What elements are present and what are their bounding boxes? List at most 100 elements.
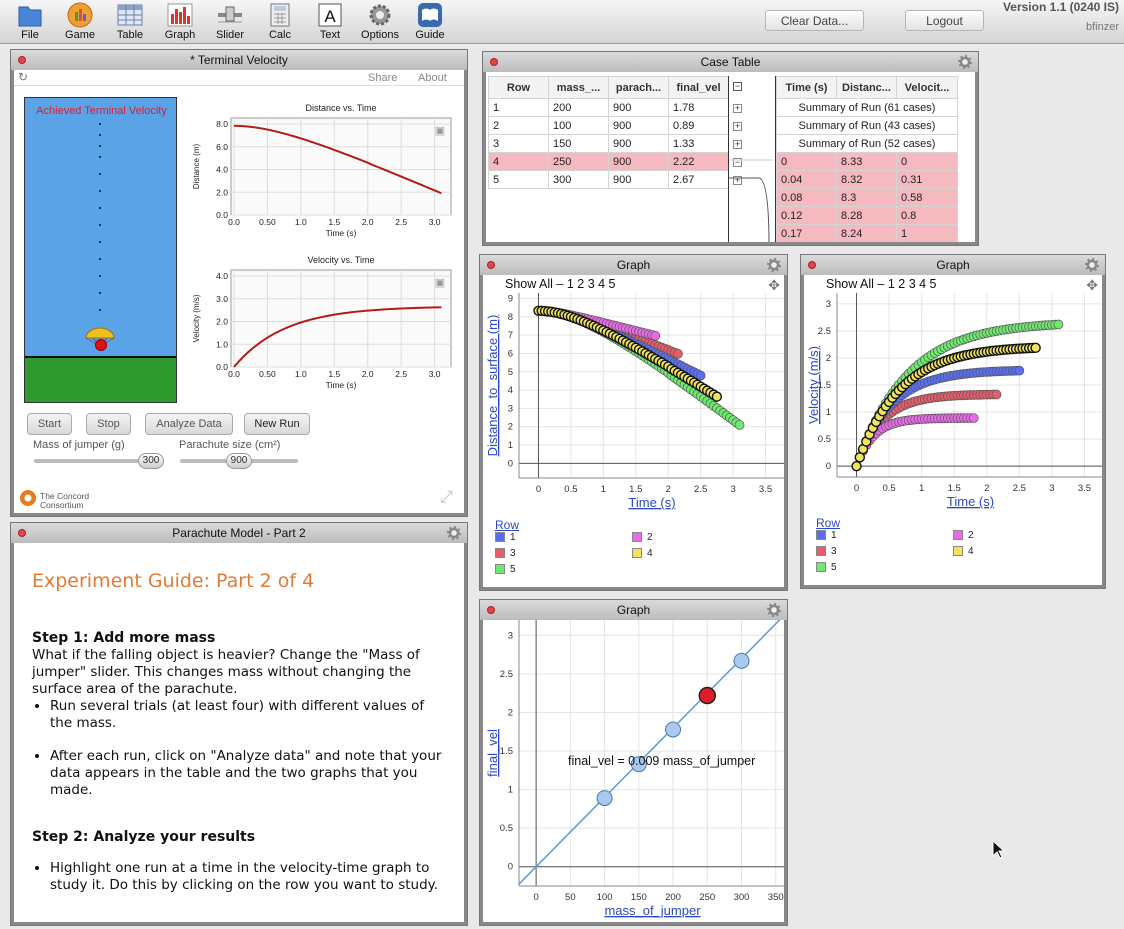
legend-title[interactable]: Row xyxy=(816,516,841,530)
clear-data-button[interactable]: Clear Data... xyxy=(765,10,864,31)
toolbar-file[interactable]: File xyxy=(5,2,55,42)
user-name: bfinzer xyxy=(1085,21,1119,33)
toolbar-guide[interactable]: Guide xyxy=(405,2,455,42)
collapse-all-icon[interactable]: − xyxy=(733,81,742,91)
new-run-button[interactable]: New Run xyxy=(244,413,310,435)
mass-slider-thumb[interactable]: 300 xyxy=(138,453,164,469)
step2-title: Step 2: Analyze your results xyxy=(32,829,256,845)
velocity-scatter-plot[interactable]: 0 0.5 1 1.5 2 2.5 3 3.5 0 0.5 1 1.5 2 2.5 3 Time (s) Vel… xyxy=(804,293,1102,511)
table-row[interactable]: 0 8.33 0 xyxy=(776,152,958,171)
toolbar-text[interactable]: A Text xyxy=(305,2,355,42)
table-row[interactable]: 5 300 900 2.67 xyxy=(488,170,729,189)
col-header-final-vel[interactable]: final_vel xyxy=(668,76,729,99)
toolbar-table[interactable]: Table xyxy=(105,2,155,42)
show-all-control[interactable]: Show All – 1 2 3 4 5 xyxy=(826,277,937,291)
graph-titlebar[interactable]: Graph xyxy=(480,255,787,275)
text-icon: A xyxy=(318,3,342,27)
col-header-distance[interactable]: Distanc... xyxy=(836,76,897,99)
table-row[interactable]: 3 150 900 1.33 xyxy=(488,134,729,153)
toolbar-options[interactable]: Options xyxy=(355,2,405,42)
legend-item-5[interactable]: 5 xyxy=(495,564,516,575)
logout-button[interactable]: Logout xyxy=(905,10,984,31)
toolbar-calc[interactable]: Calc xyxy=(255,2,305,42)
gear-icon[interactable] xyxy=(1085,258,1099,272)
table-row[interactable]: 2 100 900 0.89 xyxy=(488,116,729,135)
analyze-data-button[interactable]: Analyze Data xyxy=(145,413,233,435)
table-row[interactable]: 0.12 8.28 0.8 xyxy=(776,206,958,225)
start-button[interactable]: Start xyxy=(27,413,72,435)
share-link[interactable]: Share xyxy=(368,72,398,84)
gear-icon[interactable] xyxy=(447,526,461,540)
case-table-titlebar[interactable]: Case Table xyxy=(483,52,978,72)
toolbar-game[interactable]: Game xyxy=(55,2,105,42)
close-icon[interactable] xyxy=(808,261,816,269)
close-icon[interactable] xyxy=(490,58,498,66)
legend-label: 1 xyxy=(831,530,837,541)
y-tick-label: 0 xyxy=(826,461,831,472)
graph-titlebar[interactable]: Graph xyxy=(801,255,1105,275)
expand-icon[interactable]: + xyxy=(733,139,742,149)
final-vel-scatter-plot[interactable]: 0 50 100 150 200 250 300 350 0 0.5 1 1.5 2 2.5 3 mass_o… xyxy=(483,620,784,922)
table-row[interactable]: 0.08 8.3 0.58 xyxy=(776,188,958,207)
toolbar-graph[interactable]: Graph xyxy=(155,2,205,42)
y-tick-label: 4 xyxy=(508,385,513,396)
move-icon[interactable]: ✥ xyxy=(768,277,780,293)
gear-icon[interactable] xyxy=(767,603,781,617)
fullscreen-icon[interactable]: ⤢ xyxy=(440,489,453,506)
achieved-terminal-velocity-label: Achieved Terminal Velocity xyxy=(36,105,167,117)
summary-row[interactable]: Summary of Run (52 cases) xyxy=(776,134,958,153)
stop-button[interactable]: Stop xyxy=(86,413,131,435)
sim-titlebar[interactable]: * Terminal Velocity xyxy=(11,50,467,70)
legend-item-2[interactable]: 2 xyxy=(953,530,974,541)
move-icon[interactable]: ✥ xyxy=(1086,277,1098,293)
legend-item-1[interactable]: 1 xyxy=(495,532,516,543)
table-cell: 900 xyxy=(608,98,669,117)
expand-icon[interactable]: + xyxy=(733,121,742,131)
table-row[interactable]: 1 200 900 1.78 xyxy=(488,98,729,117)
close-icon[interactable] xyxy=(487,606,495,614)
legend-item-4[interactable]: 4 xyxy=(632,548,653,559)
toolbar-slider[interactable]: Slider xyxy=(205,2,255,42)
summary-row[interactable]: Summary of Run (43 cases) xyxy=(776,116,958,135)
y-tick-label: 1.5 xyxy=(500,746,513,757)
legend-item-5[interactable]: 5 xyxy=(816,562,837,573)
summary-row[interactable]: Summary of Run (61 cases) xyxy=(776,98,958,117)
legend-item-4[interactable]: 4 xyxy=(953,546,974,557)
parachute-slider-thumb[interactable]: 900 xyxy=(226,453,252,469)
x-tick-label: 2.0 xyxy=(362,217,374,227)
expand-icon[interactable]: + xyxy=(733,175,742,185)
guide-titlebar[interactable]: Parachute Model - Part 2 xyxy=(11,523,467,543)
legend-title[interactable]: Row xyxy=(495,518,520,532)
close-icon[interactable] xyxy=(18,56,26,64)
about-link[interactable]: About xyxy=(418,72,447,84)
col-header-velocity[interactable]: Velocit... xyxy=(896,76,958,99)
col-header-mass[interactable]: mass_... xyxy=(548,76,609,99)
table-row[interactable]: 0.04 8.32 0.31 xyxy=(776,170,958,189)
legend-item-2[interactable]: 2 xyxy=(632,532,653,543)
relation-lines xyxy=(729,159,773,242)
list-item: Run several trials (at least four) with … xyxy=(50,698,446,732)
reload-icon[interactable]: ↻ xyxy=(18,70,29,84)
table-row-selected[interactable]: 4 250 900 2.22 xyxy=(488,152,729,171)
col-header-time[interactable]: Time (s) xyxy=(776,76,837,99)
col-header-parachute[interactable]: parach... xyxy=(608,76,669,99)
close-icon[interactable] xyxy=(18,529,26,537)
y-tick-label: 4.0 xyxy=(216,165,228,175)
col-header-row[interactable]: Row xyxy=(488,76,549,99)
show-all-control[interactable]: Show All – 1 2 3 4 5 xyxy=(505,277,616,291)
table-cell: 0.12 xyxy=(776,206,837,225)
collapse-icon[interactable]: − xyxy=(733,157,742,167)
table-cell: 0.8 xyxy=(896,206,958,225)
legend-item-3[interactable]: 3 xyxy=(495,548,516,559)
close-icon[interactable] xyxy=(487,261,495,269)
legend-item-3[interactable]: 3 xyxy=(816,546,837,557)
mass-slider-track[interactable] xyxy=(34,459,164,463)
expand-icon[interactable]: + xyxy=(733,103,742,113)
legend-swatch xyxy=(816,546,826,557)
distance-scatter-plot[interactable]: 0 0.5 1 1.5 2 2.5 3 3.5 0 1 2 3 4 5 6 7 8 9 Time (s) Distan… xyxy=(483,293,784,513)
gear-icon[interactable] xyxy=(767,258,781,272)
gear-icon[interactable] xyxy=(958,55,972,69)
graph-titlebar[interactable]: Graph xyxy=(480,600,787,620)
legend-item-1[interactable]: 1 xyxy=(816,530,837,541)
table-row[interactable]: 0.17 8.24 1 xyxy=(776,224,958,242)
